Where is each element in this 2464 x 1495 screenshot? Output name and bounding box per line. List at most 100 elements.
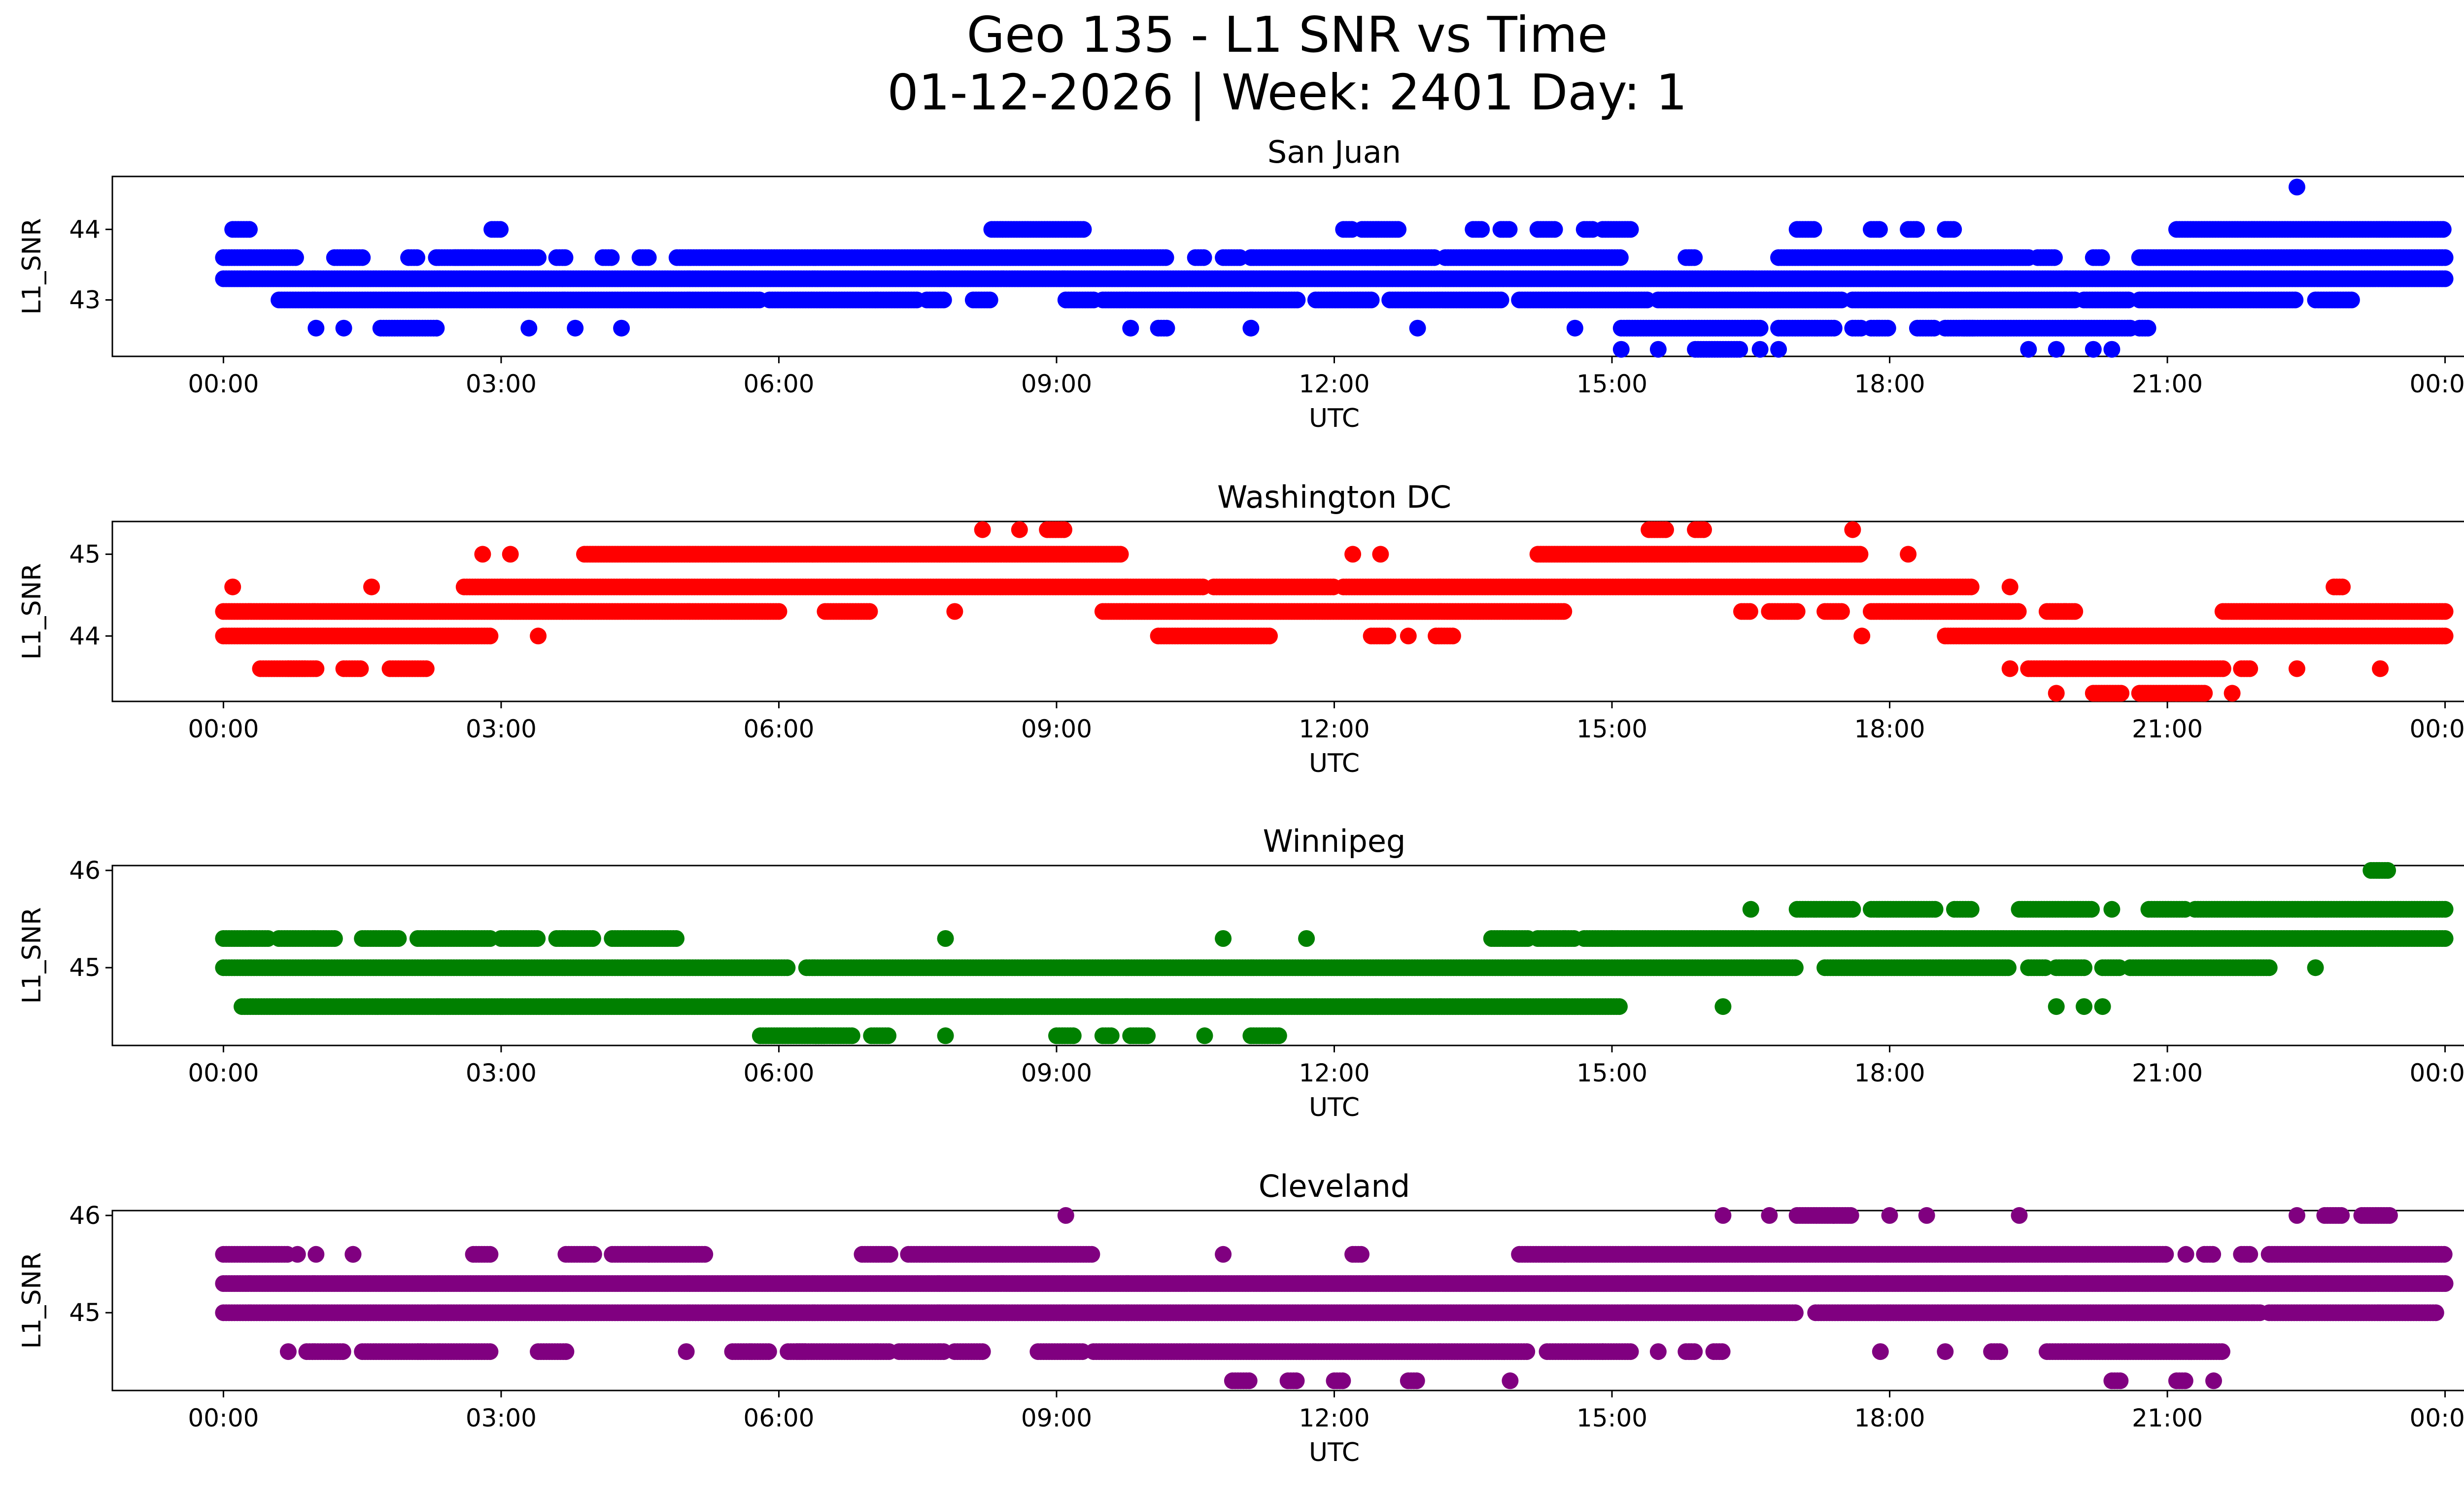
data-point xyxy=(2103,341,2121,358)
x-tick-label: 21:00 xyxy=(2132,370,2203,398)
data-point xyxy=(308,319,325,337)
data-point xyxy=(2436,249,2454,266)
data-point xyxy=(1833,603,1850,620)
data-point xyxy=(308,660,325,677)
x-tick-label: 03:00 xyxy=(466,715,537,743)
data-point xyxy=(1805,221,1822,238)
data-point xyxy=(1611,249,1629,266)
data-point xyxy=(474,546,491,563)
data-point xyxy=(1195,249,1212,266)
data-point xyxy=(335,319,352,337)
data-point xyxy=(1056,521,1072,538)
data-point xyxy=(2001,578,2019,595)
x-tick-label: 15:00 xyxy=(1576,715,1647,743)
x-tick-label: 03:00 xyxy=(466,370,537,398)
data-point xyxy=(1261,627,1278,645)
subplot-panels: San Juan 00:00 03:00 06:00 09:00 12:00 15:00 18… xyxy=(17,134,2464,1467)
data-point xyxy=(861,603,878,620)
data-point xyxy=(1741,603,1758,620)
y-axis-label: L1_SNR xyxy=(17,218,47,314)
data-point xyxy=(1908,221,1925,238)
subplot-title: San Juan xyxy=(1267,134,1401,170)
data-point xyxy=(1751,319,1769,337)
data-point xyxy=(2010,603,2027,620)
data-point xyxy=(2434,221,2452,238)
data-point xyxy=(1853,627,1871,645)
data-point xyxy=(2048,685,2065,702)
data-point xyxy=(556,249,574,266)
data-point xyxy=(1770,341,1787,358)
x-tick-label: 00:00 xyxy=(2410,370,2464,398)
x-tick-label: 09:00 xyxy=(1021,370,1092,398)
data-point xyxy=(2224,685,2241,702)
data-point xyxy=(770,603,787,620)
x-tick-label: 15:00 xyxy=(1576,370,1647,398)
data-point xyxy=(640,249,657,266)
data-point xyxy=(613,319,630,337)
data-point xyxy=(1400,627,1417,645)
data-point xyxy=(428,319,445,337)
data-point xyxy=(2241,660,2259,677)
data-point xyxy=(1731,341,1748,358)
data-point xyxy=(1871,221,1888,238)
data-point xyxy=(1409,319,1426,337)
data-point xyxy=(1825,319,1843,337)
subplot-title: Washington DC xyxy=(1217,479,1451,515)
data-point xyxy=(1122,319,1139,337)
data-point xyxy=(2436,627,2454,645)
data-point xyxy=(1157,249,1174,266)
data-point xyxy=(1686,249,1703,266)
data-point xyxy=(2214,660,2231,677)
x-axis-label: UTC xyxy=(1309,749,1360,778)
y-axis-label: L1_SNR xyxy=(17,563,47,660)
x-tick-label: 12:00 xyxy=(1299,715,1369,743)
data-point xyxy=(1851,546,1869,563)
data-point xyxy=(1242,319,1260,337)
subplot-title: Winnipeg xyxy=(1263,823,1406,859)
data-point xyxy=(1945,221,1962,238)
y-tick-label: 44 xyxy=(69,215,101,243)
data-point xyxy=(1501,221,1518,238)
x-tick-label: 06:00 xyxy=(743,370,814,398)
x-tick-label: 18:00 xyxy=(1854,715,1925,743)
subplot-san-juan: San Juan 00:00 03:00 06:00 09:00 12:00 15:00 18… xyxy=(17,134,2464,433)
data-point xyxy=(1751,341,1769,358)
data-point xyxy=(2289,178,2305,196)
data-point xyxy=(2066,603,2084,620)
data-point xyxy=(492,221,509,238)
x-tick-label: 06:00 xyxy=(743,715,814,743)
data-point xyxy=(1844,521,1861,538)
data-point xyxy=(2020,341,2037,358)
data-point xyxy=(2436,603,2454,620)
y-tick-label: 44 xyxy=(69,622,101,650)
data-point xyxy=(2196,685,2213,702)
x-tick-label: 12:00 xyxy=(1299,370,1369,398)
x-tick-label: 18:00 xyxy=(1854,370,1925,398)
figure-title-line1: Geo 135 - L1 SNR vs Time xyxy=(967,6,1608,64)
data-point xyxy=(1546,221,1563,238)
data-point xyxy=(1962,578,1980,595)
data-point xyxy=(1555,603,1573,620)
data-point xyxy=(1879,319,1896,337)
y-tick-label: 43 xyxy=(69,285,101,314)
data-point xyxy=(981,291,998,309)
y-tick-label: 45 xyxy=(69,540,101,568)
data-point xyxy=(2001,660,2019,677)
data-point xyxy=(1075,221,1092,238)
x-tick-label: 00:00 xyxy=(2410,715,2464,743)
data-point xyxy=(2334,578,2351,595)
data-point xyxy=(1657,521,1674,538)
data-point xyxy=(1372,546,1389,563)
data-point xyxy=(1379,627,1397,645)
data-point xyxy=(2287,291,2304,309)
data-point xyxy=(779,959,796,976)
data-point xyxy=(224,578,241,595)
data-point xyxy=(2372,660,2389,677)
data-point xyxy=(481,627,499,645)
data-point xyxy=(2048,341,2065,358)
data-point xyxy=(1566,319,1583,337)
data-point xyxy=(241,221,258,238)
data-point xyxy=(2139,319,2156,337)
data-point xyxy=(409,249,425,266)
